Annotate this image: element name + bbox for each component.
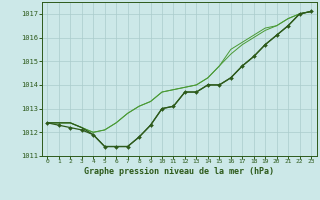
X-axis label: Graphe pression niveau de la mer (hPa): Graphe pression niveau de la mer (hPa) [84, 167, 274, 176]
